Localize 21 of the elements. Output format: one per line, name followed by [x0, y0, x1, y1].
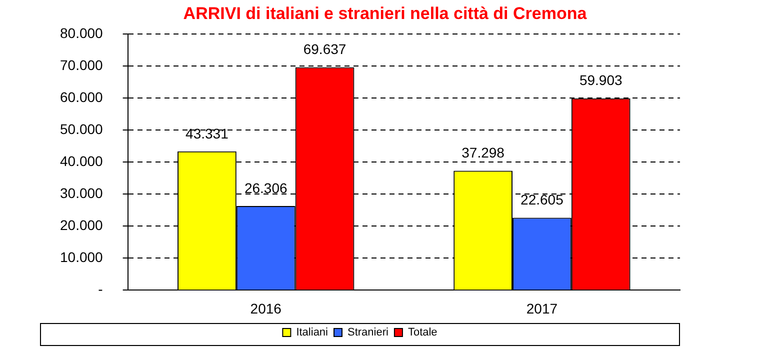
- y-tick-label: -: [98, 281, 104, 298]
- data-label: 22.605: [520, 192, 564, 208]
- data-label: 26.306: [244, 180, 288, 196]
- y-tick-label: 50.000: [60, 120, 104, 137]
- chart-title: ARRIVI di italiani e stranieri nella città di Cremona: [182, 4, 588, 24]
- y-tick-label: 30.000: [60, 184, 104, 201]
- data-label: 69.637: [303, 41, 346, 58]
- y-tick-label: 40.000: [60, 152, 104, 169]
- y-tick-label: 10.000: [60, 249, 104, 266]
- legend-label: Stranieri: [347, 326, 388, 339]
- data-label: 59.903: [579, 72, 622, 88]
- data-label: 37.298: [462, 144, 505, 161]
- y-tick-label: 60.000: [60, 88, 104, 105]
- x-tick-label: 2017: [526, 300, 558, 316]
- y-tick-label: 70.000: [60, 56, 104, 73]
- y-tick-label: 80.000: [60, 24, 104, 41]
- legend-label: Totale: [408, 326, 438, 339]
- y-tick-label: 20.000: [60, 217, 104, 234]
- x-tick-label: 2016: [250, 300, 282, 316]
- legend-label: Italiani: [296, 326, 328, 339]
- data-label: 43.331: [186, 125, 229, 142]
